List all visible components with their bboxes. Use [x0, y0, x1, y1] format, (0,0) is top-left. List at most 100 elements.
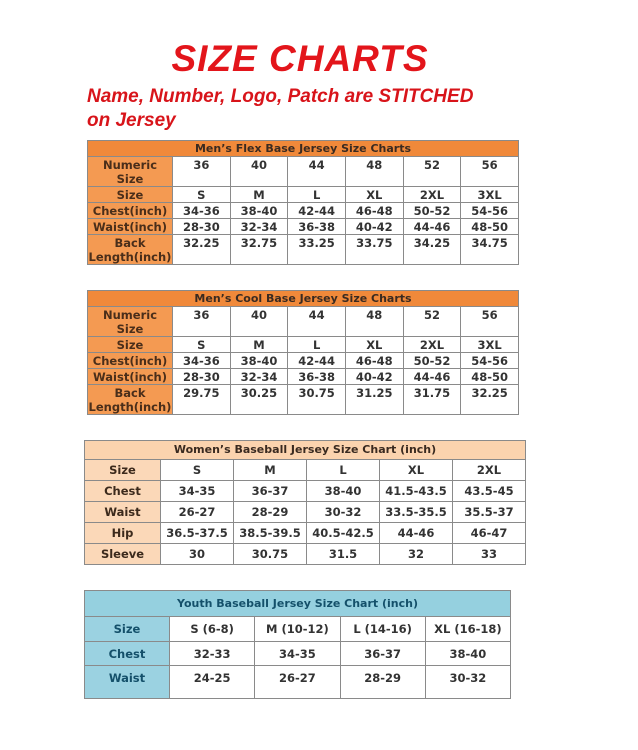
- table-cell: 32-33: [168, 641, 256, 666]
- table-cell: 36.5-37.5: [160, 522, 234, 544]
- table-cell: 29.75: [172, 384, 231, 415]
- row-label: Waist: [84, 665, 170, 699]
- table-cell: S (6-8): [168, 616, 256, 642]
- table-cell: 40-42: [344, 368, 404, 385]
- table-cell: 31.25: [344, 384, 404, 415]
- row-label: Chest: [84, 641, 170, 666]
- table-cell: 38-40: [229, 352, 289, 369]
- table-cell: 52: [402, 156, 462, 187]
- row-label: Size: [84, 459, 161, 481]
- table-cell: 40-42: [344, 218, 404, 235]
- table-cell: 26-27: [160, 501, 234, 523]
- page-title: SIZE CHARTS: [171, 38, 429, 79]
- row-label: Waist: [84, 501, 161, 523]
- table-row: Numeric Size 36 40 44 48 52 56: [87, 156, 519, 187]
- table-cell: M: [233, 459, 307, 481]
- youth-baseball-size-table: Youth Baseball Jersey Size Chart (inch) S…: [84, 590, 512, 699]
- row-label: Chest(inch): [87, 202, 173, 219]
- table-cell: 33: [452, 543, 526, 565]
- table-cell: 40.5-42.5: [306, 522, 380, 544]
- table-cell: 38-40: [306, 480, 380, 502]
- table-cell: 28-29: [233, 501, 307, 523]
- table-cell: 36: [172, 156, 231, 187]
- table-cell: 2XL: [452, 459, 526, 481]
- subtitle-line-2: on Jersey: [87, 110, 176, 131]
- table-cell: 33.25: [287, 234, 346, 265]
- row-label: Back Length(inch): [87, 384, 173, 415]
- table-cell: 56: [460, 156, 519, 187]
- table-cell: 44-46: [402, 218, 462, 235]
- table-caption: Women’s Baseball Jersey Size Chart (inch…: [84, 440, 526, 460]
- table-row: Size S (6-8) M (10-12) L (14-16) XL (16-18): [84, 616, 512, 642]
- table-cell: 38.5-39.5: [233, 522, 307, 544]
- table-cell: L: [287, 186, 346, 203]
- table-cell: 46-48: [344, 202, 404, 219]
- table-row: Chest 32-33 34-35 36-37 38-40: [84, 641, 512, 666]
- subtitle-line-1: Name, Number, Logo, Patch are STITCHED: [87, 86, 474, 107]
- table-cell: XL: [344, 336, 404, 353]
- table-cell: 44-46: [379, 522, 453, 544]
- row-label: Hip: [84, 522, 161, 544]
- table-cell: 2XL: [402, 186, 462, 203]
- table-cell: 30.25: [229, 384, 289, 415]
- row-label: Numeric Size: [87, 306, 173, 337]
- table-cell: L (14-16): [339, 616, 426, 642]
- row-label: Size: [84, 616, 170, 642]
- table-row: Back Length(inch) 32.25 32.75 33.25 33.75 34.…: [87, 234, 519, 265]
- table-cell: 44: [287, 306, 346, 337]
- table-cell: 32-34: [229, 368, 289, 385]
- table-cell: 28-29: [339, 665, 426, 699]
- table-cell: 46-48: [344, 352, 404, 369]
- table-cell: 35.5-37: [452, 501, 526, 523]
- table-cell: 36-37: [339, 641, 426, 666]
- table-cell: 50-52: [402, 352, 462, 369]
- table-row: Waist 24-25 26-27 28-29 30-32: [84, 665, 512, 699]
- mens-cool-base-size-table: Men’s Cool Base Jersey Size Charts Numeri…: [87, 290, 519, 415]
- table-cell: XL: [344, 186, 404, 203]
- table-cell: 34-35: [254, 641, 341, 666]
- table-cell: 42-44: [287, 352, 346, 369]
- table-cell: 30: [160, 543, 234, 565]
- table-cell: 48-50: [460, 218, 519, 235]
- table-cell: 32.75: [229, 234, 289, 265]
- table-cell: S: [172, 186, 231, 203]
- mens-flex-base-size-table: Men’s Flex Base Jersey Size Charts Numeri…: [87, 140, 519, 265]
- table-cell: 40: [229, 156, 289, 187]
- table-cell: 34.25: [402, 234, 462, 265]
- table-cell: 56: [460, 306, 519, 337]
- table-cell: 30-32: [424, 665, 512, 699]
- row-label: Waist(inch): [87, 218, 173, 235]
- table-cell: M: [229, 336, 289, 353]
- table-cell: 34-36: [172, 352, 231, 369]
- table-cell: 26-27: [254, 665, 341, 699]
- table-cell: S: [160, 459, 234, 481]
- table-cell: 3XL: [460, 336, 519, 353]
- table-cell: 24-25: [168, 665, 256, 699]
- table-cell: L: [306, 459, 380, 481]
- table-row: Sleeve 30 30.75 31.5 32 33: [84, 543, 526, 565]
- row-label: Back Length(inch): [87, 234, 173, 265]
- table-cell: 42-44: [287, 202, 346, 219]
- row-label: Size: [87, 336, 173, 353]
- table-row: Back Length(inch) 29.75 30.25 30.75 31.25 31.…: [87, 384, 519, 415]
- table-cell: 48: [344, 306, 404, 337]
- table-cell: 30.75: [233, 543, 307, 565]
- table-cell: 34-35: [160, 480, 234, 502]
- table-cell: 32.25: [172, 234, 231, 265]
- table-cell: 54-56: [460, 352, 519, 369]
- row-label: Chest(inch): [87, 352, 173, 369]
- table-cell: M (10-12): [254, 616, 341, 642]
- table-cell: 40: [229, 306, 289, 337]
- table-caption: Men’s Cool Base Jersey Size Charts: [87, 290, 519, 307]
- table-cell: M: [229, 186, 289, 203]
- table-cell: 30-32: [306, 501, 380, 523]
- table-row: Chest(inch) 34-36 38-40 42-44 46-48 50-52 54-5…: [87, 202, 519, 219]
- table-cell: 32.25: [460, 384, 519, 415]
- table-cell: 36-38: [287, 368, 346, 385]
- row-label: Size: [87, 186, 173, 203]
- table-cell: 30.75: [287, 384, 346, 415]
- table-caption: Men’s Flex Base Jersey Size Charts: [87, 140, 519, 157]
- womens-baseball-size-table: Women’s Baseball Jersey Size Chart (inch…: [84, 440, 526, 565]
- table-row: Size S M L XL 2XL 3XL: [87, 186, 519, 203]
- table-cell: L: [287, 336, 346, 353]
